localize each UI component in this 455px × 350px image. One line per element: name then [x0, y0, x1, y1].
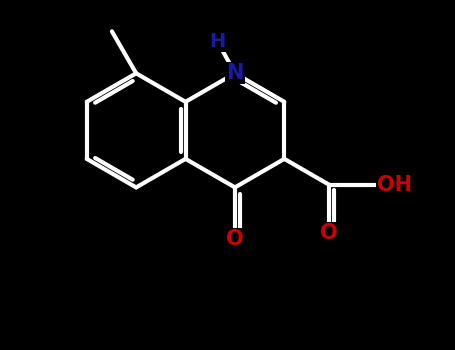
Text: O: O — [226, 229, 244, 249]
Text: O: O — [320, 223, 338, 243]
Text: N: N — [226, 63, 243, 83]
Text: H: H — [210, 33, 226, 51]
Text: OH: OH — [377, 175, 412, 195]
